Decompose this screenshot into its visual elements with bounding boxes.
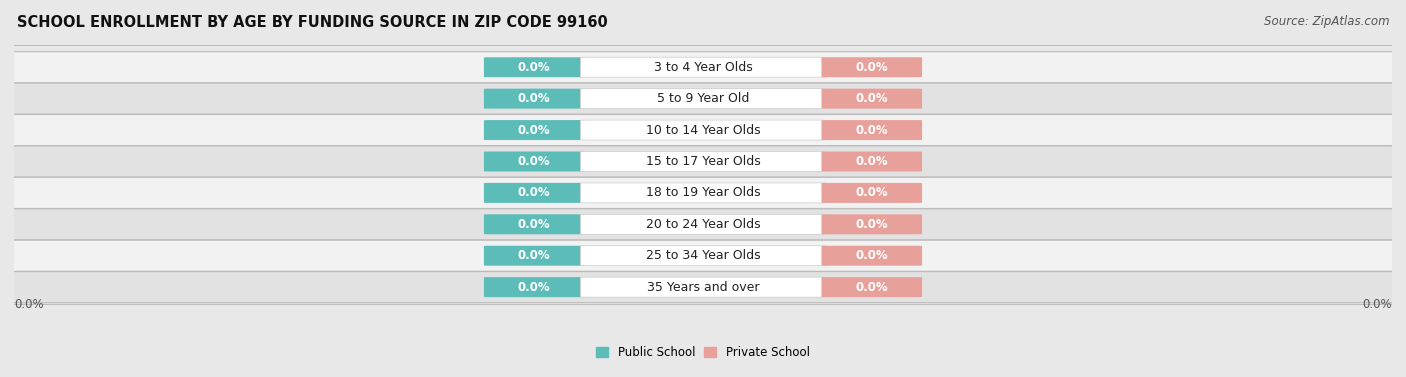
FancyBboxPatch shape — [581, 152, 825, 172]
Text: 0.0%: 0.0% — [855, 92, 889, 105]
Text: 0.0%: 0.0% — [855, 186, 889, 199]
FancyBboxPatch shape — [4, 240, 1402, 271]
FancyBboxPatch shape — [4, 52, 1402, 83]
FancyBboxPatch shape — [581, 214, 825, 234]
Text: 20 to 24 Year Olds: 20 to 24 Year Olds — [645, 218, 761, 231]
Text: 0.0%: 0.0% — [517, 92, 551, 105]
Text: 0.0%: 0.0% — [517, 218, 551, 231]
FancyBboxPatch shape — [581, 120, 825, 140]
FancyBboxPatch shape — [821, 183, 922, 203]
FancyBboxPatch shape — [821, 246, 922, 266]
Text: 18 to 19 Year Olds: 18 to 19 Year Olds — [645, 186, 761, 199]
FancyBboxPatch shape — [4, 146, 1402, 177]
FancyBboxPatch shape — [581, 57, 825, 77]
FancyBboxPatch shape — [821, 89, 922, 109]
FancyBboxPatch shape — [4, 177, 1402, 208]
FancyBboxPatch shape — [4, 209, 1402, 240]
FancyBboxPatch shape — [484, 89, 585, 109]
Text: 0.0%: 0.0% — [1362, 298, 1392, 311]
Text: SCHOOL ENROLLMENT BY AGE BY FUNDING SOURCE IN ZIP CODE 99160: SCHOOL ENROLLMENT BY AGE BY FUNDING SOUR… — [17, 15, 607, 30]
Text: 0.0%: 0.0% — [855, 249, 889, 262]
Legend: Public School, Private School: Public School, Private School — [593, 343, 813, 361]
Text: 0.0%: 0.0% — [517, 61, 551, 74]
FancyBboxPatch shape — [4, 83, 1402, 114]
FancyBboxPatch shape — [484, 246, 585, 266]
FancyBboxPatch shape — [821, 57, 922, 77]
Text: 0.0%: 0.0% — [517, 186, 551, 199]
Text: 0.0%: 0.0% — [855, 155, 889, 168]
Text: 0.0%: 0.0% — [14, 298, 44, 311]
Text: 15 to 17 Year Olds: 15 to 17 Year Olds — [645, 155, 761, 168]
Text: 0.0%: 0.0% — [517, 155, 551, 168]
FancyBboxPatch shape — [4, 271, 1402, 303]
FancyBboxPatch shape — [581, 183, 825, 203]
FancyBboxPatch shape — [581, 277, 825, 297]
Text: 3 to 4 Year Olds: 3 to 4 Year Olds — [654, 61, 752, 74]
FancyBboxPatch shape — [484, 57, 585, 77]
FancyBboxPatch shape — [821, 152, 922, 172]
Text: 25 to 34 Year Olds: 25 to 34 Year Olds — [645, 249, 761, 262]
FancyBboxPatch shape — [4, 115, 1402, 146]
FancyBboxPatch shape — [581, 89, 825, 109]
Text: 0.0%: 0.0% — [517, 280, 551, 294]
FancyBboxPatch shape — [821, 214, 922, 234]
Text: 0.0%: 0.0% — [855, 124, 889, 136]
FancyBboxPatch shape — [821, 120, 922, 140]
Text: 5 to 9 Year Old: 5 to 9 Year Old — [657, 92, 749, 105]
FancyBboxPatch shape — [581, 246, 825, 266]
FancyBboxPatch shape — [484, 183, 585, 203]
FancyBboxPatch shape — [484, 277, 585, 297]
FancyBboxPatch shape — [821, 277, 922, 297]
Text: 0.0%: 0.0% — [855, 218, 889, 231]
Text: 10 to 14 Year Olds: 10 to 14 Year Olds — [645, 124, 761, 136]
FancyBboxPatch shape — [484, 152, 585, 172]
Text: 0.0%: 0.0% — [855, 61, 889, 74]
Text: 0.0%: 0.0% — [517, 124, 551, 136]
Text: 0.0%: 0.0% — [855, 280, 889, 294]
Text: 35 Years and over: 35 Years and over — [647, 280, 759, 294]
Text: 0.0%: 0.0% — [517, 249, 551, 262]
Text: Source: ZipAtlas.com: Source: ZipAtlas.com — [1264, 15, 1389, 28]
FancyBboxPatch shape — [484, 214, 585, 234]
FancyBboxPatch shape — [484, 120, 585, 140]
